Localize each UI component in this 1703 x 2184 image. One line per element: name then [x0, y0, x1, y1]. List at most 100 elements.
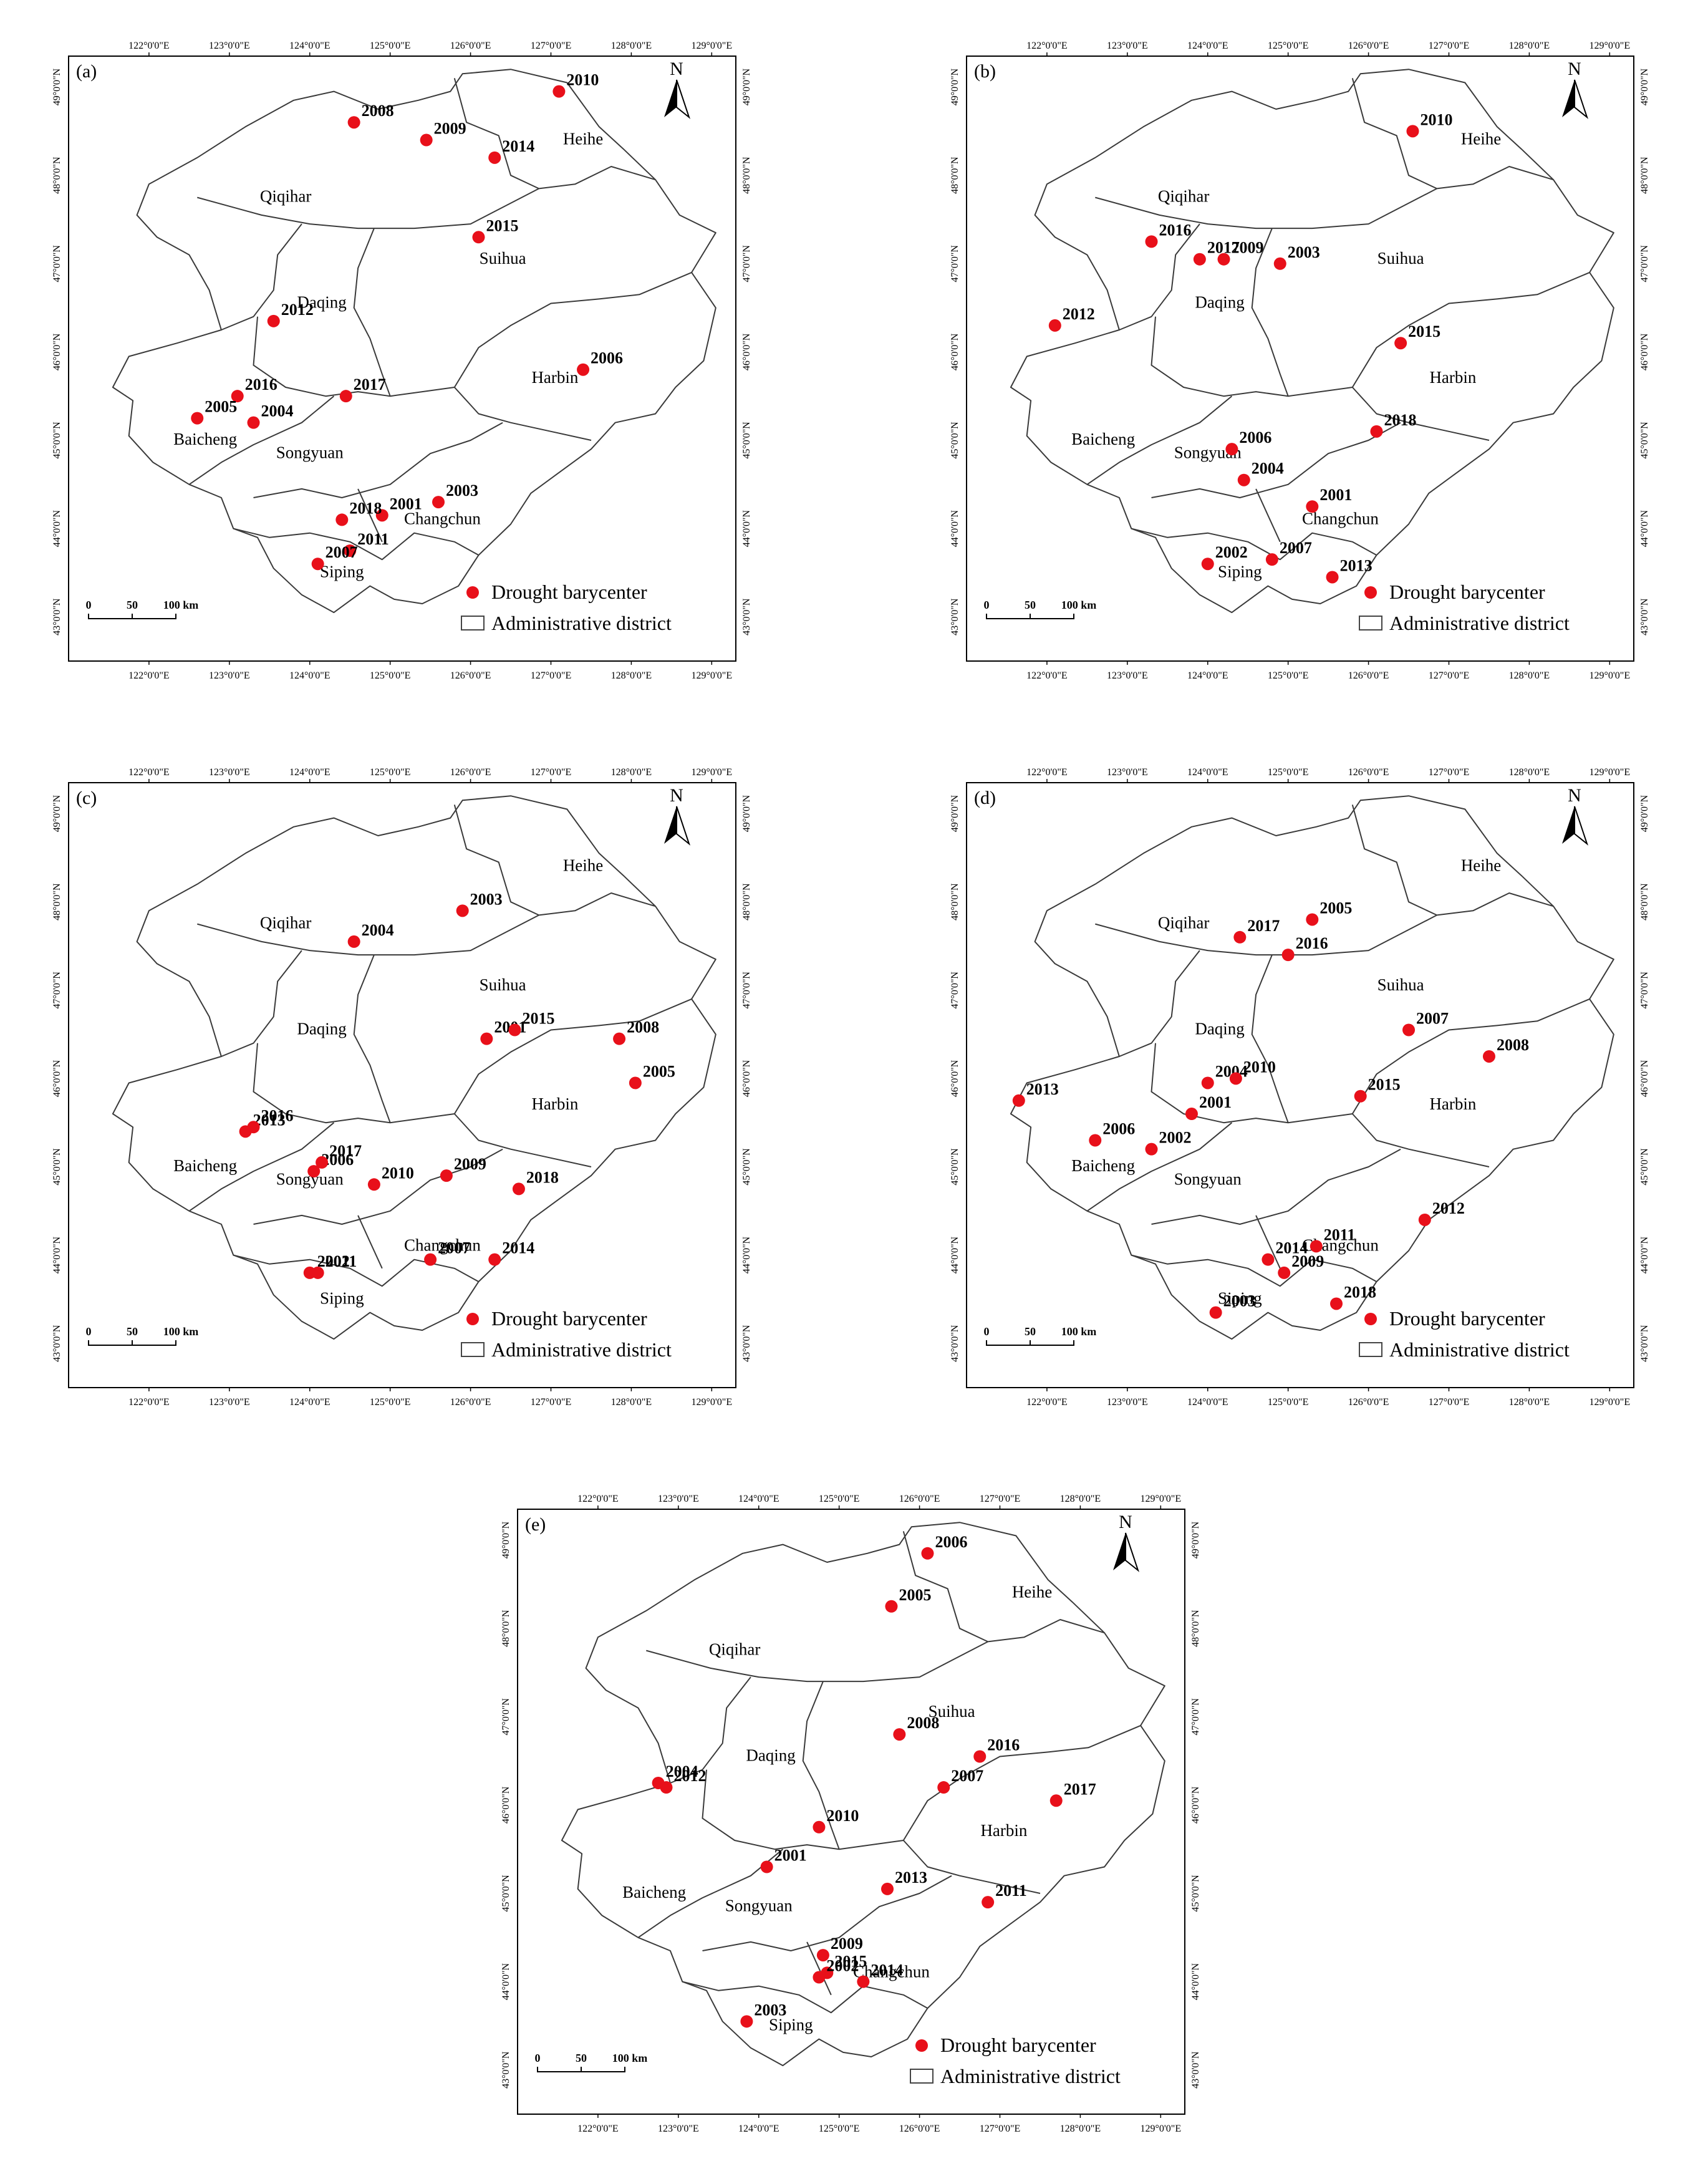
district-boundary — [453, 998, 692, 1114]
north-arrow-icon: N — [1562, 59, 1589, 119]
longitude-tick-label: 126°0'0"E — [450, 1397, 491, 1408]
district-boundary — [454, 1113, 592, 1167]
latitude-tick-label: 47°0'0"N — [741, 972, 752, 1009]
svg-text:50: 50 — [1025, 599, 1036, 611]
study-area-outline — [561, 1522, 1165, 2067]
district-boundary — [197, 188, 539, 230]
longitude-tick-label: 129°0'0"E — [1141, 1494, 1182, 1504]
point-year-label: 2005 — [205, 398, 237, 416]
drought-barycenter-point — [1145, 235, 1158, 248]
district-boundary — [902, 1724, 1141, 1841]
drought-barycenter-point — [347, 116, 360, 129]
drought-barycenter-point — [552, 85, 566, 98]
svg-text:N: N — [670, 785, 683, 806]
drought-barycenter-point — [335, 513, 349, 526]
district-boundary — [233, 1254, 479, 1287]
district-label-changchun: Changchun — [1302, 510, 1379, 528]
district-label-heihe: Heihe — [1461, 856, 1501, 875]
latitude-tick-label: 48°0'0"N — [1190, 1610, 1201, 1647]
drought-barycenter-point — [1229, 1072, 1242, 1085]
district-boundary — [357, 488, 383, 543]
svg-text:100 km: 100 km — [163, 1325, 199, 1338]
svg-text:100 km: 100 km — [163, 599, 199, 611]
drought-barycenter-point — [1370, 425, 1383, 438]
panel-label: (c) — [76, 788, 97, 808]
study-area-outline — [112, 795, 716, 1340]
longitude-tick-label: 123°0'0"E — [209, 1397, 250, 1408]
point-year-label: 2006 — [1102, 1120, 1135, 1138]
point-year-label: 2003 — [470, 890, 503, 908]
district-boundary — [357, 1215, 383, 1269]
latitude-tick-label: 43°0'0"N — [1639, 598, 1650, 635]
svg-text:N: N — [1568, 785, 1581, 806]
svg-text:100 km: 100 km — [612, 2052, 648, 2064]
latitude-tick-label: 44°0'0"N — [741, 1236, 752, 1273]
district-boundary — [253, 1043, 455, 1124]
point-year-label: 2011 — [326, 1252, 357, 1270]
latitude-tick-label: 45°0'0"N — [52, 1148, 62, 1186]
point-year-label: 2011 — [995, 1882, 1027, 1900]
latitude-tick-label: 43°0'0"N — [741, 1325, 752, 1362]
drought-barycenter-point — [231, 390, 244, 403]
point-year-label: 2002 — [826, 1957, 859, 1975]
point-year-label: 2006 — [935, 1533, 967, 1551]
point-year-label: 2010 — [566, 71, 599, 89]
drought-barycenter-point — [1273, 257, 1286, 270]
svg-text:0: 0 — [535, 2052, 541, 2064]
point-year-label: 2004 — [261, 402, 294, 420]
latitude-tick-label: 45°0'0"N — [741, 422, 752, 459]
district-label-siping: Siping — [769, 2015, 813, 2034]
district-label-suihua: Suihua — [929, 1702, 975, 1721]
point-year-label: 2008 — [627, 1018, 659, 1036]
legend-point-symbol — [466, 1313, 479, 1325]
district-label-siping: Siping — [320, 1288, 364, 1307]
drought-barycenter-point — [375, 509, 388, 522]
map-svg: 122°0'0"E 122°0'0"E 123°0'0"E 123°0'0"E 124°… — [950, 41, 1650, 681]
north-arrow-icon: N — [1113, 1512, 1140, 1572]
longitude-tick-label: 127°0'0"E — [1429, 41, 1470, 51]
point-year-label: 2014 — [502, 137, 534, 155]
district-boundary — [453, 271, 692, 388]
point-year-label: 2006 — [1239, 428, 1271, 447]
map-frame — [966, 56, 1634, 662]
latitude-tick-label: 43°0'0"N — [1639, 1325, 1650, 1362]
latitude-tick-label: 49°0'0"N — [1639, 795, 1650, 832]
district-boundary — [806, 1941, 832, 1996]
longitude-tick-label: 125°0'0"E — [1268, 670, 1309, 681]
district-label-suihua: Suihua — [1377, 249, 1424, 268]
longitude-tick-label: 124°0'0"E — [289, 670, 330, 681]
latitude-tick-label: 49°0'0"N — [52, 795, 62, 832]
district-boundary — [1351, 78, 1554, 190]
district-label-siping: Siping — [1218, 562, 1262, 581]
district-boundary — [453, 805, 656, 916]
drought-barycenter-point — [1233, 930, 1247, 944]
longitude-tick-label: 123°0'0"E — [1107, 670, 1148, 681]
district-boundary — [1095, 188, 1437, 230]
longitude-tick-label: 126°0'0"E — [450, 767, 491, 778]
latitude-tick-label: 49°0'0"N — [741, 795, 752, 832]
svg-text:0: 0 — [86, 1325, 92, 1338]
map-frame — [68, 56, 736, 662]
latitude-tick-label: 43°0'0"N — [501, 2051, 511, 2089]
latitude-tick-label: 47°0'0"N — [950, 245, 960, 283]
point-year-label: 2016 — [1296, 934, 1328, 952]
point-year-label: 2018 — [526, 1168, 559, 1186]
point-year-label: 2003 — [754, 2001, 786, 2019]
longitude-tick-label: 129°0'0"E — [1590, 1397, 1631, 1408]
drought-barycenter-point — [1354, 1090, 1367, 1103]
district-label-harbin: Harbin — [980, 1821, 1027, 1840]
latitude-tick-label: 49°0'0"N — [52, 68, 62, 105]
scale-bar: 0 50 100 km — [535, 2052, 648, 2072]
point-year-label: 2010 — [826, 1807, 859, 1825]
longitude-tick-label: 124°0'0"E — [1187, 1397, 1228, 1408]
map-panel-c: 122°0'0"E 122°0'0"E 123°0'0"E 123°0'0"E 124°… — [12, 739, 786, 1434]
district-label-songyuan: Songyuan — [725, 1896, 793, 1915]
longitude-tick-label: 127°0'0"E — [531, 1397, 572, 1408]
district-label-suihua: Suihua — [1377, 975, 1424, 994]
latitude-tick-label: 47°0'0"N — [52, 972, 62, 1009]
district-boundary — [221, 950, 302, 1057]
drought-barycenter-point — [982, 1896, 995, 1909]
point-year-label: 2005 — [899, 1586, 931, 1604]
map-panel-b: 122°0'0"E 122°0'0"E 123°0'0"E 123°0'0"E 124°… — [910, 12, 1684, 708]
map-panel-a: 122°0'0"E 122°0'0"E 123°0'0"E 123°0'0"E 124°… — [12, 12, 786, 708]
